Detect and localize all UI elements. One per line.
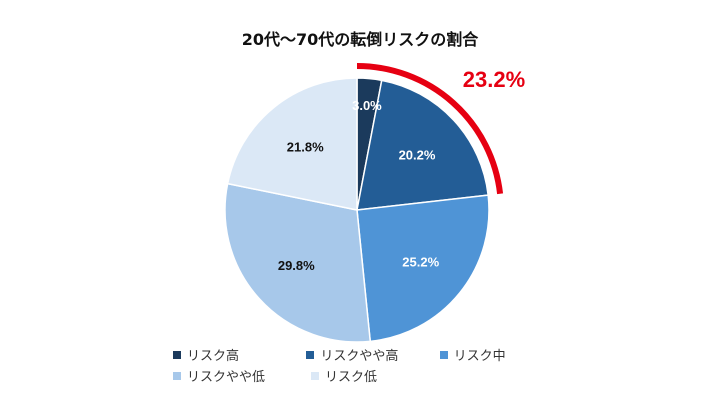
- legend: リスク高 リスクやや高 リスク中 リスクやや低 リスク低: [173, 344, 573, 386]
- legend-swatch-medium: [439, 350, 448, 359]
- data-label-low: 21.8%: [287, 140, 324, 155]
- data-label-medium: 25.2%: [402, 254, 439, 269]
- highlight-arc: [356, 63, 504, 195]
- pie-slice-somewhat-high: [356, 79, 489, 211]
- pie-slices: [224, 77, 490, 343]
- legend-label-somewhat-high: リスクやや高: [320, 349, 399, 364]
- legend-item-low: リスク低: [311, 366, 449, 385]
- data-label-somewhat-low: 29.8%: [278, 258, 315, 273]
- legend-item-somewhat-high: リスクやや高: [306, 345, 439, 364]
- legend-item-high: リスク高: [173, 345, 306, 364]
- legend-swatch-somewhat-high: [306, 350, 315, 359]
- legend-swatch-somewhat-low: [173, 371, 181, 380]
- data-label-high: 3.0%: [352, 98, 382, 113]
- pie-slice-medium: [356, 194, 490, 343]
- legend-row-2: リスクやや低 リスク低: [173, 365, 573, 386]
- legend-row-1: リスク高 リスクやや高 リスク中: [173, 344, 573, 365]
- pie-slice-somewhat-low: [224, 182, 372, 343]
- legend-label-somewhat-low: リスクやや低: [187, 370, 266, 385]
- legend-item-medium: リスク中: [439, 345, 573, 364]
- legend-item-somewhat-low: リスクやや低: [173, 366, 311, 385]
- legend-label-low: リスク低: [325, 370, 378, 385]
- legend-swatch-low: [311, 371, 319, 380]
- pie-slice-low: [226, 77, 358, 211]
- data-label-somewhat-high: 20.2%: [399, 147, 436, 162]
- legend-swatch-high: [173, 350, 181, 359]
- legend-label-high: リスク高: [187, 349, 240, 364]
- annotation-text: 23.2%: [463, 67, 525, 92]
- slice-labels: 3.0% 20.2% 25.2% 29.8% 21.8%: [278, 98, 440, 273]
- chart-title: 20代～70代の転倒リスクの割合: [241, 30, 479, 49]
- legend-label-medium: リスク中: [453, 349, 506, 364]
